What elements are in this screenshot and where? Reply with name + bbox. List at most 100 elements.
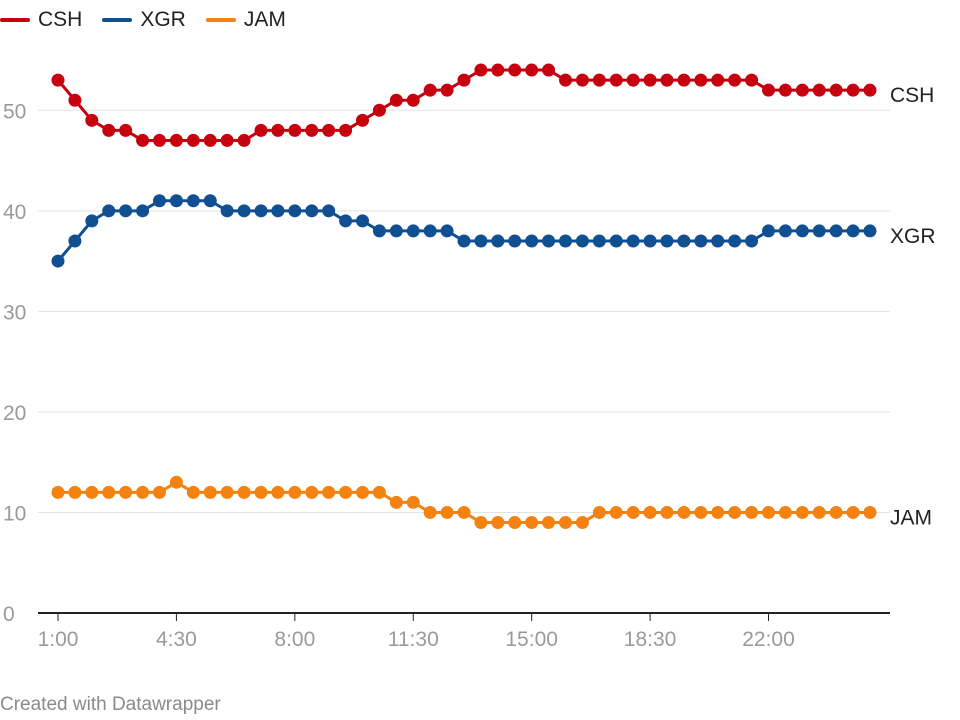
data-point <box>491 234 505 248</box>
series-end-label: XGR <box>890 225 936 248</box>
data-point <box>406 224 420 238</box>
data-point <box>169 475 183 489</box>
data-point <box>322 485 336 499</box>
data-point <box>762 505 775 519</box>
series-end-label: JAM <box>890 506 932 529</box>
data-point <box>440 83 454 97</box>
data-point <box>491 63 505 77</box>
legend-label: JAM <box>243 8 286 31</box>
data-point <box>271 485 285 499</box>
data-point <box>372 103 386 117</box>
data-point <box>288 123 302 137</box>
data-point <box>186 194 200 208</box>
data-point <box>863 224 877 238</box>
data-point <box>660 505 674 519</box>
data-point <box>220 204 234 218</box>
data-point <box>643 73 657 87</box>
data-point <box>609 234 623 248</box>
legend-swatch <box>0 18 30 22</box>
data-point <box>491 516 505 530</box>
data-point <box>643 505 657 519</box>
data-point <box>68 485 82 499</box>
data-point <box>51 73 65 87</box>
data-point <box>169 133 183 147</box>
data-point <box>186 485 200 499</box>
data-point <box>542 63 556 77</box>
y-tick-label: 50 <box>3 100 26 123</box>
data-point <box>626 505 640 519</box>
data-point <box>643 234 657 248</box>
data-point <box>795 83 809 97</box>
data-point <box>711 505 725 519</box>
data-point <box>254 485 268 499</box>
data-point <box>339 123 353 137</box>
data-point <box>136 485 150 499</box>
data-point <box>169 194 183 208</box>
data-point <box>728 234 742 248</box>
legend-item: XGR <box>102 8 186 32</box>
data-point <box>389 495 403 509</box>
data-point <box>153 133 166 147</box>
line-chart: 0 10 20 30 40 50 1:00 4:30 8:00 11:30 15:00 18:30 22… <box>3 63 936 651</box>
y-tick-label: 40 <box>3 201 26 224</box>
data-point <box>237 204 251 218</box>
data-point <box>626 234 640 248</box>
data-point <box>660 73 674 87</box>
data-point <box>711 73 725 87</box>
data-point <box>575 234 589 248</box>
data-point <box>356 485 369 499</box>
y-tick-label: 30 <box>3 301 26 324</box>
data-point <box>609 505 623 519</box>
data-point <box>119 123 133 137</box>
data-point <box>423 83 437 97</box>
y-tick-label: 20 <box>3 402 26 425</box>
data-point <box>305 123 319 137</box>
data-point <box>575 73 589 87</box>
x-tick-label: 1:00 <box>38 628 79 651</box>
data-point <box>406 495 420 509</box>
x-tick-label: 22:00 <box>742 628 795 651</box>
series-end-label: CSH <box>890 84 934 107</box>
data-point <box>812 224 826 238</box>
data-point <box>153 194 166 208</box>
data-point <box>660 234 674 248</box>
legend-swatch <box>205 18 236 22</box>
data-point <box>694 505 708 519</box>
legend-item: JAM <box>205 8 286 32</box>
data-point <box>102 123 116 137</box>
x-tick-label: 8:00 <box>274 628 315 651</box>
data-point <box>51 485 65 499</box>
data-point <box>542 516 556 530</box>
data-point <box>440 505 454 519</box>
legend: CSH XGR JAM <box>0 6 306 34</box>
data-point <box>508 63 522 77</box>
data-point <box>85 113 99 127</box>
data-point <box>457 505 471 519</box>
data-point <box>728 73 742 87</box>
data-point <box>474 516 488 530</box>
data-point <box>575 516 589 530</box>
data-point <box>119 485 133 499</box>
series-line <box>56 199 870 263</box>
data-point <box>626 73 640 87</box>
data-point <box>829 83 843 97</box>
data-point <box>762 83 775 97</box>
data-point <box>829 224 843 238</box>
data-point <box>220 133 234 147</box>
data-point <box>51 254 65 268</box>
legend-swatch <box>102 18 133 22</box>
data-point <box>102 485 116 499</box>
data-point <box>322 123 336 137</box>
data-point <box>322 204 336 218</box>
data-point <box>305 485 319 499</box>
data-point <box>592 234 606 248</box>
data-point <box>372 485 386 499</box>
x-tick-label: 18:30 <box>624 628 677 651</box>
data-point <box>677 234 691 248</box>
data-point <box>525 63 539 77</box>
data-point <box>406 93 420 107</box>
data-point <box>542 234 556 248</box>
data-point <box>762 224 775 238</box>
data-point <box>288 204 302 218</box>
data-point <box>153 485 166 499</box>
